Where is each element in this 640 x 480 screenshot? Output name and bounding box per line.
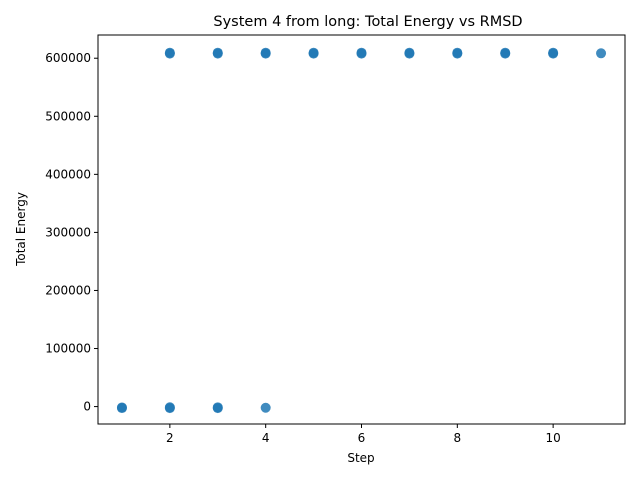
data-point-10 xyxy=(212,47,223,58)
x-axis: 2 4 6 8 10 xyxy=(166,424,561,445)
y-tick-label: 200000 xyxy=(45,283,91,297)
y-tick-label: 400000 xyxy=(45,167,91,181)
data-point-3 xyxy=(164,403,175,414)
y-axis-label: Total Energy xyxy=(14,192,28,267)
data-point-14 xyxy=(308,47,319,58)
x-tick-label: 4 xyxy=(262,431,270,445)
data-point-16 xyxy=(356,47,367,58)
data-point-25 xyxy=(596,48,607,59)
y-tick-label: 0 xyxy=(83,400,91,414)
axes-frame xyxy=(97,34,626,425)
x-tick-label: 6 xyxy=(358,431,366,445)
y-tick-label: 500000 xyxy=(45,109,91,123)
data-point-12 xyxy=(260,47,271,58)
data-point-24 xyxy=(548,47,559,58)
data-point-8 xyxy=(164,47,175,58)
x-tick-label: 10 xyxy=(545,431,560,445)
x-tick-label: 2 xyxy=(166,431,174,445)
data-point-5 xyxy=(212,403,223,414)
y-tick-label: 100000 xyxy=(45,342,91,356)
data-point-6 xyxy=(260,402,271,413)
data-point-1 xyxy=(116,403,127,414)
data-point-22 xyxy=(500,47,511,58)
y-tick-label: 300000 xyxy=(45,225,91,239)
chart-title: System 4 from long: Total Energy vs RMSD xyxy=(213,14,522,30)
y-axis: 0 100000 200000 300000 400000 500000 600000 xyxy=(45,51,98,414)
data-point-20 xyxy=(452,47,463,58)
y-tick-label: 600000 xyxy=(45,51,91,65)
plot-area xyxy=(116,47,607,414)
data-point-18 xyxy=(404,47,415,58)
x-axis-label: Step xyxy=(347,451,374,465)
x-tick-label: 8 xyxy=(453,431,461,445)
